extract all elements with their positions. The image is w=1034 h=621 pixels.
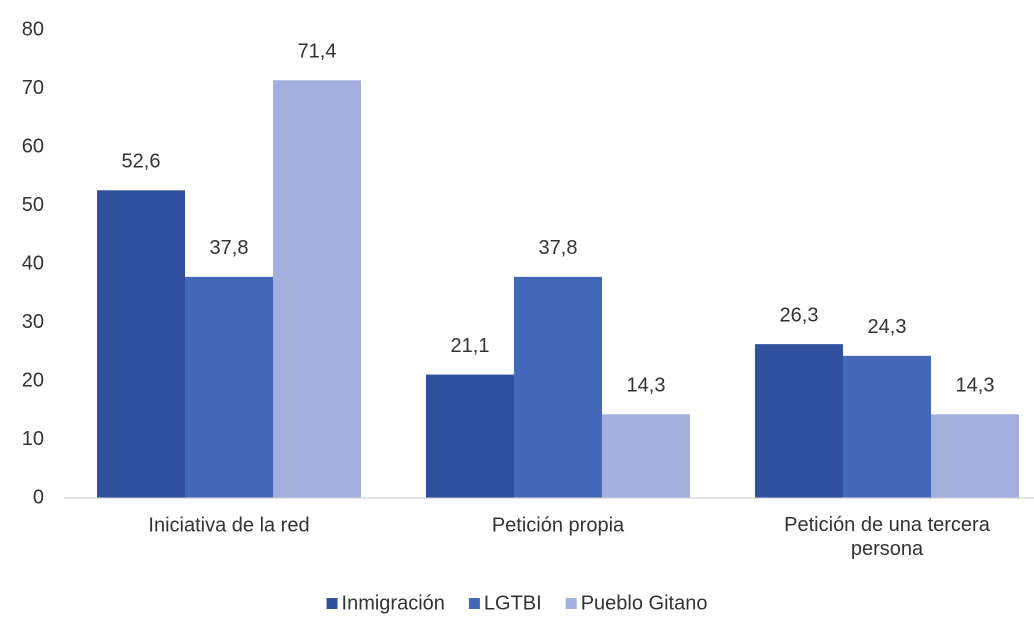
value-label: 26,3 [780, 304, 819, 326]
legend-label: Inmigración [342, 592, 445, 614]
bar [755, 344, 843, 498]
value-label: 24,3 [868, 316, 907, 338]
x-tick-label: Iniciativa de la red [148, 514, 309, 536]
value-label: 37,8 [539, 237, 578, 259]
legend-label: Pueblo Gitano [581, 592, 708, 614]
value-label: 52,6 [122, 151, 161, 173]
value-label: 21,1 [451, 335, 490, 357]
value-label: 14,3 [956, 375, 995, 397]
x-tick-label: Petición de una tercera persona [784, 514, 991, 560]
bar [273, 80, 361, 498]
y-tick-label: 40 [22, 252, 44, 274]
value-label: 37,8 [210, 237, 249, 259]
value-label: 71,4 [298, 41, 337, 63]
legend-swatch [468, 598, 480, 609]
legend-swatch [326, 598, 338, 609]
y-tick-label: 80 [22, 18, 44, 40]
bar [843, 355, 931, 498]
legend-swatch [565, 598, 577, 609]
x-tick-label: Petición propia [492, 514, 625, 536]
y-tick-label: 50 [22, 194, 44, 216]
y-tick-label: 0 [33, 486, 44, 508]
y-tick-label: 30 [22, 311, 44, 333]
bar [97, 190, 185, 499]
bar [602, 414, 690, 498]
legend-label: LGTBI [484, 592, 542, 614]
bar [185, 276, 273, 498]
y-tick-label: 10 [22, 428, 44, 450]
legend: Inmigración LGTBI Pueblo Gitano [326, 592, 708, 614]
bar [426, 374, 514, 498]
bar [514, 276, 602, 498]
y-tick-label: 70 [22, 77, 44, 99]
y-tick-label: 20 [22, 369, 44, 391]
y-tick-label: 60 [22, 135, 44, 157]
value-label: 14,3 [627, 375, 666, 397]
bar [931, 414, 1019, 498]
